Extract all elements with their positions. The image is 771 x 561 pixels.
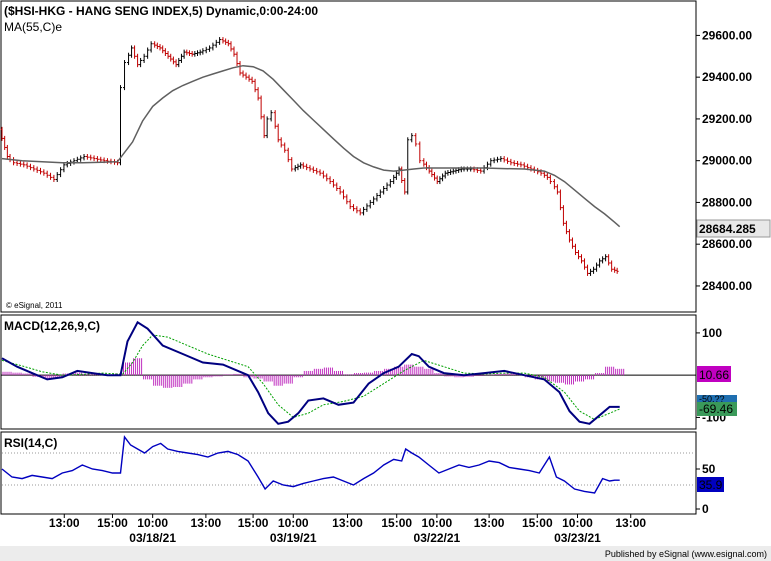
- x-tick-label: 13:00: [615, 516, 646, 530]
- macd-line: [1, 320, 620, 425]
- price-y-tick-label: 29200.00: [702, 112, 752, 126]
- hist-badge: [697, 402, 737, 416]
- x-date-label: 03/19/21: [270, 531, 317, 545]
- price-y-tick-label: 29600.00: [702, 28, 752, 42]
- x-date-label: 03/23/21: [554, 531, 601, 545]
- x-tick-label: 13:00: [474, 516, 505, 530]
- price-panel-frame: [0, 0, 697, 313]
- x-date-label: 03/22/21: [414, 531, 461, 545]
- price-y-tick-label: 29000.00: [702, 154, 752, 168]
- footer-publisher: Published by eSignal (www.esignal.com): [605, 549, 767, 559]
- x-date-label: 03/18/21: [129, 531, 176, 545]
- x-tick-label: 10:00: [562, 516, 593, 530]
- rsi-y-tick-label: 50: [702, 462, 716, 476]
- x-tick-label: 13:00: [49, 516, 80, 530]
- x-tick-label: 13:00: [332, 516, 363, 530]
- macd-badge: [697, 366, 731, 382]
- macd-panel-frame: [0, 314, 697, 430]
- x-tick-label: 15:00: [381, 516, 412, 530]
- price-y-tick-label: 28400.00: [702, 279, 752, 293]
- x-tick-label: 15:00: [522, 516, 553, 530]
- x-tick-label: 15:00: [238, 516, 269, 530]
- copyright-label: © eSignal, 2011: [6, 301, 63, 310]
- x-tick-label: 10:00: [278, 516, 309, 530]
- price-y-tick-label: 28800.00: [702, 195, 752, 209]
- price-y-tick-label: 29400.00: [702, 70, 752, 84]
- rsi-panel-frame: [0, 431, 697, 515]
- signal-line: [1, 334, 620, 421]
- macd-value-label: 10.66: [699, 368, 729, 382]
- rsi-y-tick-label: 0: [702, 502, 709, 516]
- x-tick-label: 10:00: [422, 516, 453, 530]
- x-tick-label: 13:00: [191, 516, 222, 530]
- x-tick-label: 15:00: [97, 516, 128, 530]
- signal-badge: [697, 395, 737, 403]
- last-price-badge: [696, 219, 771, 238]
- ma-label: MA(55,C)e: [4, 20, 62, 34]
- rsi-value-label: 35.9: [699, 478, 723, 492]
- chart-title: ($HSI-HKG - HANG SENG INDEX,5) Dynamic,0…: [4, 4, 318, 18]
- rsi-title: RSI(14,C): [4, 436, 57, 450]
- macd-title: MACD(12,26,9,C): [4, 319, 100, 333]
- rsi-line: [1, 435, 620, 494]
- last-price-label: 28684.285: [699, 222, 756, 236]
- footer-bar: [0, 546, 771, 561]
- price-y-tick-label: 28600.00: [702, 237, 752, 251]
- hist-value-label: -69.46: [699, 402, 733, 416]
- macd-y-tick-label: 100: [702, 326, 722, 340]
- ma-line: [1, 64, 621, 228]
- x-tick-label: 10:00: [137, 516, 168, 530]
- rsi-badge: [697, 477, 724, 492]
- signal-value-label: -50.??: [699, 394, 725, 404]
